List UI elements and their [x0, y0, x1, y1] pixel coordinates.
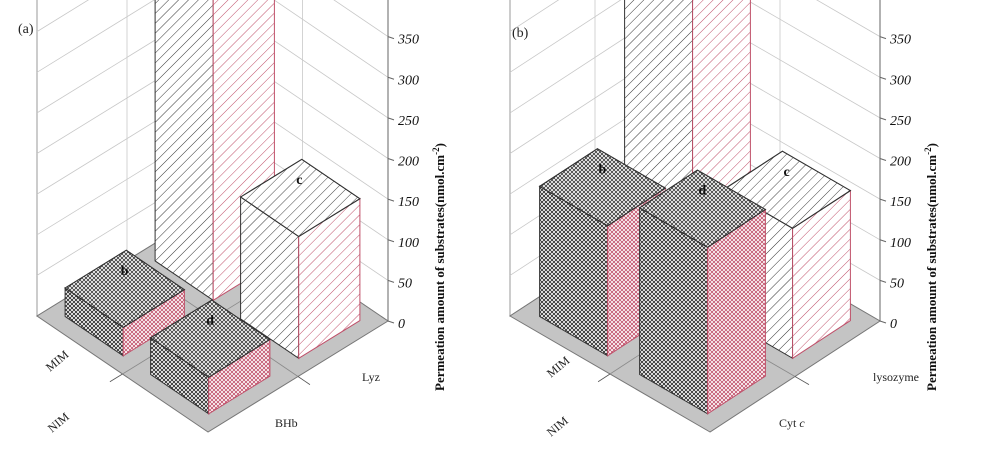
z-tick-label: 350 [889, 33, 911, 48]
z-tick [879, 198, 887, 202]
bar-top-face [638, 169, 767, 248]
z-tick [879, 36, 887, 40]
bar-letter-label: d [699, 184, 707, 199]
bar-letter-label: b [121, 264, 129, 279]
z-tick-label: 250 [890, 114, 911, 129]
wall-gridline [509, 0, 881, 78]
z-tick-label: 50 [398, 276, 412, 291]
z-axis-title-superscript: -2 [431, 147, 441, 155]
z-tick [387, 279, 395, 283]
bar-letter-label: b [599, 162, 607, 177]
z-tick-label: 0 [398, 317, 405, 332]
z-tick-label: 250 [398, 114, 419, 129]
z-tick [387, 76, 395, 80]
z-tick-label: 50 [890, 276, 904, 291]
panel-label: (a) [18, 22, 34, 37]
bar-letter-label: c [296, 173, 302, 188]
z-axis-title-close: ) [924, 143, 939, 147]
bar-letter-label: d [206, 314, 214, 329]
z-tick-label: 200 [398, 155, 419, 170]
z-tick-label: 0 [890, 317, 897, 332]
z-tick-label: 100 [398, 236, 419, 251]
z-tick-label: 350 [397, 33, 419, 48]
z-tick [879, 158, 887, 161]
bar-top-face [538, 148, 667, 227]
row-category-label: MIM [43, 347, 72, 374]
col-category-label: Cyt c [779, 416, 805, 430]
bar-c: c [239, 158, 361, 360]
z-axis-title-close: ) [432, 143, 447, 147]
z-tick-label: 300 [397, 73, 419, 88]
z-tick [387, 320, 395, 324]
z-tick [879, 279, 887, 283]
bar-top-face [64, 249, 186, 328]
z-tick [387, 198, 395, 202]
z-tick [387, 239, 395, 243]
bar-letter-label: c [784, 165, 790, 180]
wall-gridline [36, 0, 389, 78]
z-tick-label: 200 [890, 155, 911, 170]
col-category-italic: c [799, 416, 805, 430]
bar-left-face [154, 0, 214, 302]
z-tick-label: 300 [889, 73, 911, 88]
z-tick-label: 150 [890, 195, 911, 210]
z-axis: 0 50 100 150 200 250 300 350 [387, 0, 419, 332]
bar-top-face [239, 158, 361, 238]
col-category-label: lysozyme [873, 370, 919, 384]
bar-d: d [638, 169, 767, 415]
chart-panel-b: 0 50 100 150 200 250 300 350 Permeation amount o… [509, 0, 939, 439]
z-axis-title: Permeation amount of substrates(nmol.cm-… [431, 143, 447, 391]
tick-mark [794, 376, 810, 385]
bar-b: b [64, 249, 186, 357]
z-tick [879, 320, 887, 324]
z-tick [387, 36, 395, 40]
tick-mark [297, 376, 311, 385]
z-tick [879, 239, 887, 243]
z-axis: 0 50 100 150 200 250 300 350 [879, 0, 911, 332]
tick-mark [109, 373, 123, 383]
row-category-label: MIM [544, 353, 573, 380]
z-tick-label: 150 [398, 195, 419, 210]
bar-d: d [149, 299, 271, 415]
z-tick [879, 76, 887, 80]
z-axis-title: Permeation amount of substrates(nmol.cm-… [923, 143, 939, 391]
z-axis-title-superscript: -2 [923, 147, 933, 155]
z-tick [387, 158, 395, 161]
z-tick [387, 117, 395, 121]
panel-label: (b) [512, 26, 529, 41]
chart-panel-a: 0 50 100 150 200 250 300 350 Permeation amount o… [18, 0, 447, 435]
col-category-label: BHb [275, 416, 298, 430]
bar-top-face [149, 299, 271, 378]
col-category-label: Lyz [362, 370, 380, 384]
z-tick [879, 117, 887, 121]
row-category-label: NIM [45, 409, 72, 435]
tick-mark [597, 373, 611, 383]
bar-a: a [154, 0, 275, 302]
z-tick-label: 100 [890, 236, 911, 251]
row-category-label: NIM [544, 413, 571, 439]
bar-b: b [538, 148, 667, 357]
